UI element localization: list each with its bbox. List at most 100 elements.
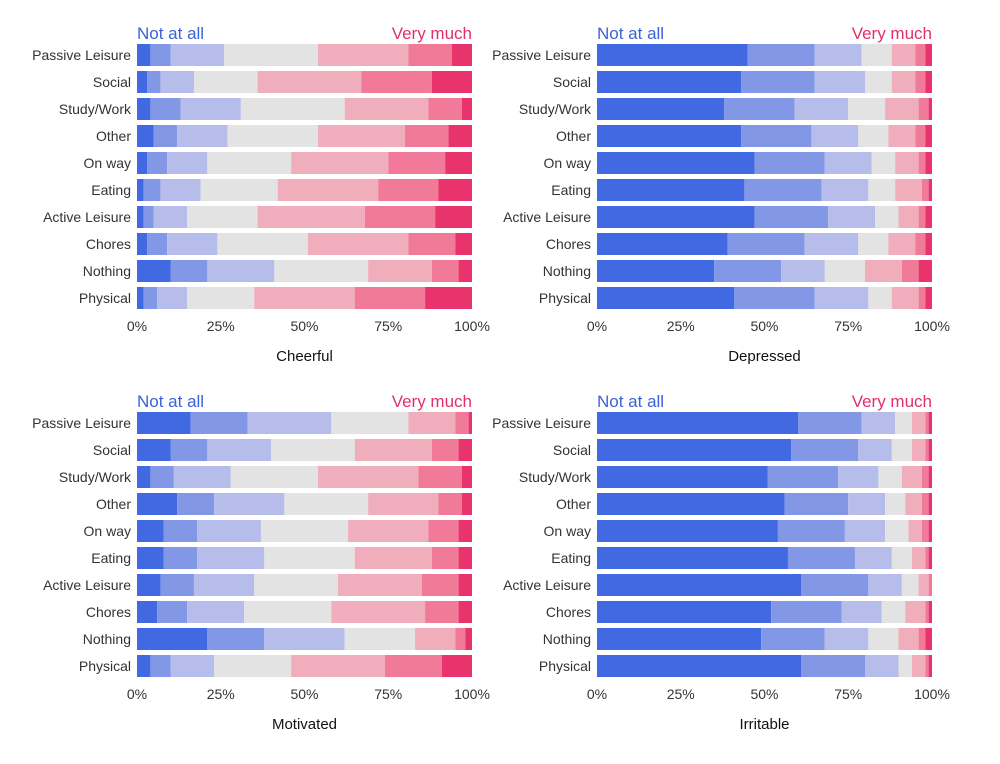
bar-segment: [918, 152, 926, 174]
x-tick-label: 0%: [127, 318, 147, 334]
bar-segment: [137, 493, 178, 515]
bar-segment: [824, 152, 872, 174]
bar-segment: [331, 601, 426, 623]
x-tick-label: 0%: [587, 686, 607, 702]
bar-segment: [911, 547, 926, 569]
bar-segment: [455, 628, 466, 650]
bar-segment: [344, 98, 429, 120]
bar-segment: [153, 125, 178, 147]
bar-segment: [814, 71, 865, 93]
bar-segment: [597, 601, 772, 623]
bar-segment: [408, 233, 456, 255]
bar-segment: [921, 179, 929, 201]
category-label: Nothing: [83, 263, 131, 279]
bar-segment: [274, 260, 369, 282]
bar-segment: [854, 547, 892, 569]
bar-segment: [798, 412, 862, 434]
bar-segment: [240, 98, 345, 120]
bar-segment: [754, 206, 829, 228]
bar-segment: [868, 179, 896, 201]
bar-segment: [868, 287, 892, 309]
bar-segment: [317, 125, 405, 147]
bar-segment: [458, 547, 472, 569]
bar-segment: [425, 287, 472, 309]
bar-segment: [207, 152, 292, 174]
bar-segment: [865, 71, 892, 93]
bar-segment: [458, 260, 472, 282]
bar-segment: [928, 179, 932, 201]
bar-segment: [597, 520, 778, 542]
bar-segment: [143, 206, 154, 228]
bar-segment: [824, 260, 865, 282]
legend-very-much: Very much: [392, 392, 472, 411]
x-axis-title: Motivated: [272, 716, 337, 733]
bar-segment: [925, 412, 929, 434]
bar-segment: [811, 125, 859, 147]
bar-segment: [441, 655, 472, 677]
bar-segment: [901, 466, 922, 488]
bar-segment: [200, 179, 278, 201]
bar-segment: [354, 547, 432, 569]
bar-segment: [153, 206, 188, 228]
bar-segment: [921, 520, 929, 542]
category-label: Passive Leisure: [492, 415, 591, 431]
bar-segment: [918, 260, 932, 282]
legend-not-at-all: Not at all: [137, 392, 204, 411]
bar-segment: [878, 466, 902, 488]
x-tick-label: 0%: [127, 686, 147, 702]
bar-segment: [597, 574, 802, 596]
bar-segment: [431, 260, 459, 282]
bar-segment: [761, 628, 825, 650]
category-label: Other: [96, 128, 131, 144]
category-label: Active Leisure: [503, 577, 591, 593]
category-label: Physical: [539, 658, 591, 674]
bar-segment: [317, 466, 419, 488]
bar-segment: [384, 655, 442, 677]
x-tick-label: 25%: [667, 686, 695, 702]
bar-segment: [597, 71, 742, 93]
bar-segment: [180, 98, 241, 120]
bar-segment: [911, 412, 926, 434]
bar-segment: [898, 655, 912, 677]
bar-segment: [821, 179, 869, 201]
x-axis-title: Cheerful: [276, 348, 333, 365]
category-label: Social: [553, 442, 591, 458]
bar-segment: [431, 71, 472, 93]
bar-segment: [143, 287, 158, 309]
bar-segment: [157, 601, 188, 623]
bar-segment: [193, 71, 258, 93]
bar-segment: [841, 601, 882, 623]
bar-segment: [787, 547, 855, 569]
bar-segment: [150, 655, 171, 677]
bar-segment: [597, 260, 715, 282]
bar-segment: [925, 125, 932, 147]
bar-segment: [224, 44, 318, 66]
bar-segment: [898, 628, 919, 650]
x-tick-label: 75%: [374, 318, 402, 334]
chart-panel-irritable: Not at all Very much Passive Leisure Social…: [492, 392, 950, 733]
category-label: Active Leisure: [43, 577, 131, 593]
bar-segment: [137, 655, 151, 677]
category-label: Passive Leisure: [32, 415, 131, 431]
category-label: Eating: [91, 182, 131, 198]
bar-segment: [435, 206, 472, 228]
category-label: Social: [553, 74, 591, 90]
legend-not-at-all: Not at all: [137, 24, 204, 43]
category-label: Passive Leisure: [492, 47, 591, 63]
category-label: Chores: [546, 236, 591, 252]
x-tick-label: 75%: [834, 318, 862, 334]
bar-segment: [928, 439, 932, 461]
bar-segment: [814, 287, 869, 309]
bar-segment: [354, 287, 426, 309]
legend-not-at-all: Not at all: [597, 24, 664, 43]
bar-segment: [824, 628, 869, 650]
bar-segment: [368, 493, 439, 515]
bar-segment: [597, 152, 755, 174]
bar-segment: [438, 493, 462, 515]
bar-segment: [858, 125, 889, 147]
bar-segment: [915, 44, 926, 66]
category-label: Social: [93, 74, 131, 90]
bar-segment: [918, 574, 929, 596]
bar-segment: [160, 179, 201, 201]
bar-segment: [597, 98, 725, 120]
